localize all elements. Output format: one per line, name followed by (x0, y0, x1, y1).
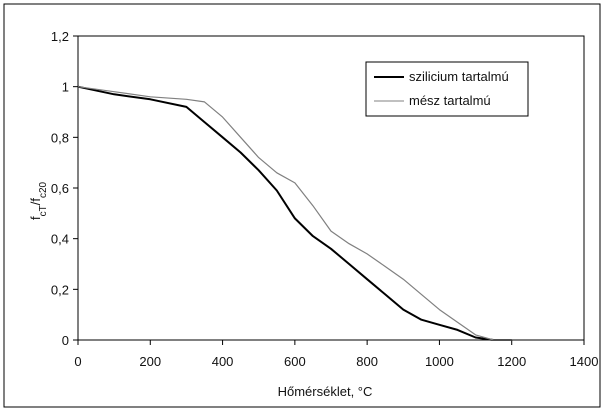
y-tick-label: 1,2 (51, 29, 69, 44)
axis-ticks: 0 200 400 600 800 1000 1200 1400 0 0,2 0,4 0,6 0,8 1 1… (51, 29, 599, 369)
y-tick-label: 0,8 (51, 130, 69, 145)
y-axis-label-sub1: cT (38, 205, 49, 216)
y-axis-label: fcT/fc20 (28, 181, 49, 220)
series-line-1 (77, 85, 512, 341)
x-tick-label: 600 (284, 354, 306, 369)
legend-box (365, 61, 529, 117)
x-tick-label: 0 (74, 354, 81, 369)
x-tick-label: 1000 (425, 354, 454, 369)
y-axis-label-sub2: c20 (38, 181, 49, 198)
series-line-2 (77, 86, 512, 341)
x-tick-label: 1400 (570, 354, 599, 369)
legend-label-series-2: mész tartalmú (409, 93, 491, 108)
y-tick-label: 0 (62, 333, 69, 348)
x-tick-label: 200 (139, 354, 161, 369)
y-tick-label: 0,2 (51, 282, 69, 297)
y-axis-label-main: f (28, 216, 43, 220)
x-tick-label: 400 (212, 354, 234, 369)
y-axis-label-sep: /f (28, 198, 43, 206)
x-axis-label: Hőmérséklet, °C (278, 384, 373, 399)
x-tick-label: 800 (356, 354, 378, 369)
series-lines (77, 85, 512, 341)
legend-label-series-1: szilicium tartalmú (409, 69, 509, 84)
y-tick-label: 0,4 (51, 232, 69, 247)
y-tick-label: 0,6 (51, 181, 69, 196)
legend: szilicium tartalmú mész tartalmú (365, 61, 529, 117)
y-tick-label: 1 (62, 80, 69, 95)
x-tick-label: 1200 (497, 354, 526, 369)
